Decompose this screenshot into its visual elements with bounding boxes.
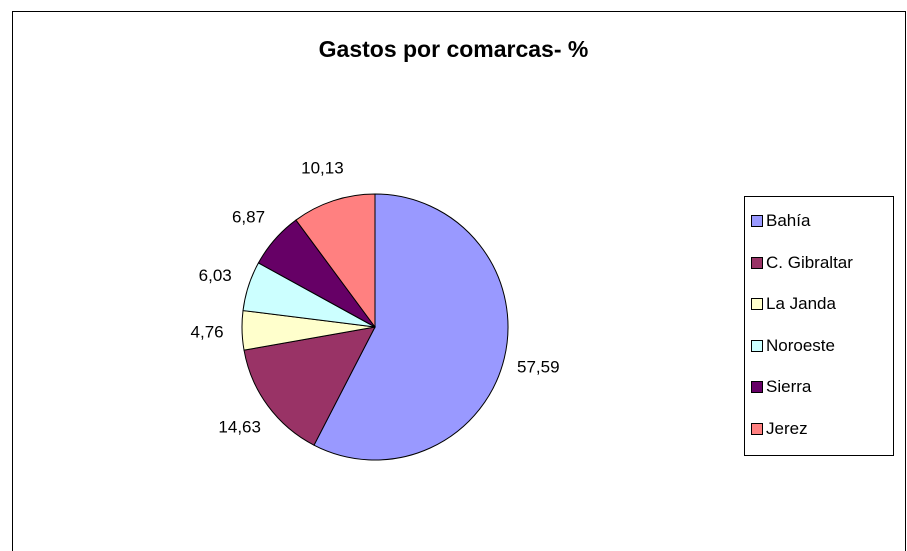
chart-area: [12, 11, 906, 551]
pie-slices: [241, 193, 509, 461]
legend-label: Sierra: [766, 377, 812, 396]
pie-slice-jerez: [295, 193, 376, 329]
legend-label: Bahía: [766, 211, 811, 230]
legend: Bahía C. Gibraltar La Janda Noroeste Sierra J…: [744, 196, 894, 456]
data-label-c-gibraltar: 14,63: [218, 418, 261, 437]
data-label-sierra: 6,87: [232, 207, 265, 226]
chart-title: Gastos por comarcas- %: [318, 36, 589, 62]
legend-label: Noroeste: [766, 335, 835, 355]
data-label-bahia: 57,59: [517, 358, 560, 377]
pie-slice-c-gibraltar: [243, 326, 376, 446]
data-label-noroeste: 6,03: [199, 266, 232, 285]
legend-label: La Janda: [766, 294, 836, 313]
legend-swatch: [751, 298, 763, 310]
legend-item-jerez: Jerez: [751, 418, 808, 440]
data-label-jerez: 10,13: [301, 158, 344, 177]
legend-item-la-janda: La Janda: [751, 293, 836, 315]
pie-slice-bahia: [313, 193, 509, 461]
legend-item-c-gibraltar: C. Gibraltar: [751, 252, 853, 274]
legend-swatch: [751, 215, 763, 227]
legend-swatch: [751, 381, 763, 393]
legend-label: C. Gibraltar: [766, 252, 853, 272]
legend-swatch: [751, 339, 763, 352]
legend-item-sierra: Sierra: [751, 376, 811, 398]
pie-data-labels: 57,59 14,63 4,76 6,03 6,87 10,13: [191, 158, 560, 436]
legend-item-noroeste: Noroeste: [751, 335, 835, 357]
legend-item-bahia: Bahía: [751, 210, 810, 232]
legend-label: Jerez: [766, 418, 808, 438]
data-label-la-janda: 4,76: [191, 322, 224, 341]
legend-swatch: [751, 422, 763, 435]
legend-swatch: [751, 256, 763, 269]
